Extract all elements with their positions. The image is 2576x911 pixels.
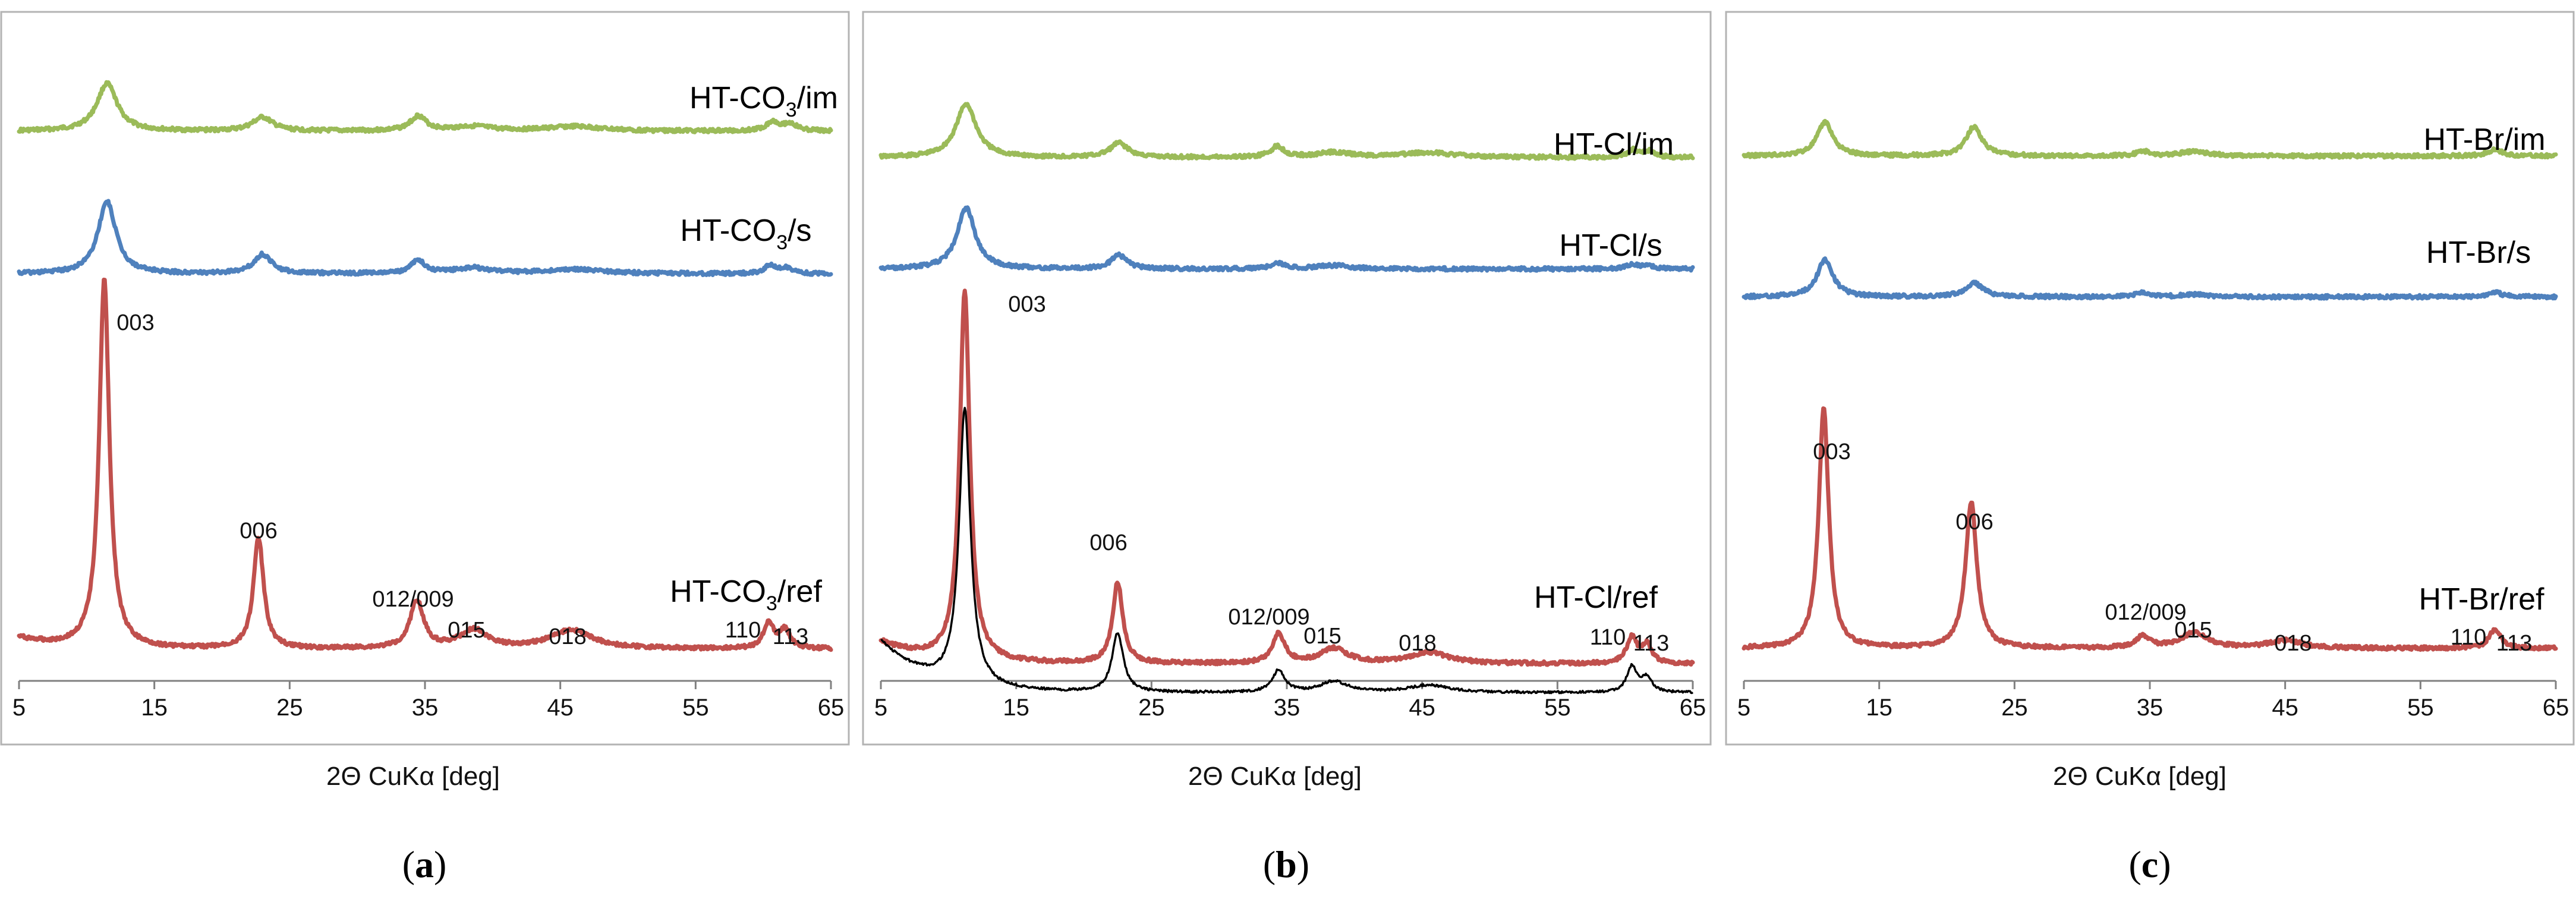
panel-b-peak-110: 110: [1590, 625, 1626, 650]
panel-a-trace-ht-co3-ref: [17, 277, 833, 652]
panel-c-x-tick-label: 55: [2407, 695, 2434, 721]
panel-b-caption: (b): [1263, 843, 1309, 885]
panel-a-series-label-im: HT-CO3/im: [689, 81, 838, 121]
panel-a-trace-ht-co3-s: [17, 199, 833, 277]
panel-b-x-tick-label: 65: [1680, 695, 1706, 721]
panel-b-peak-012-009: 012/009: [1228, 605, 1309, 630]
panel-b-x-tick-label: 5: [874, 695, 887, 721]
panel-a-peak-003: 003: [116, 310, 154, 335]
panel-a-x-tick-label: 35: [412, 695, 439, 721]
panel-c-frame: [1725, 11, 2575, 746]
panel-b-xlabel: 2Θ CuKα [deg]: [1188, 762, 1362, 791]
panel-c-trace-ht-br-s: [1742, 256, 2558, 301]
panel-b-x-tick-label: 15: [1003, 695, 1029, 721]
panel-a-trace-ht-co3-im: [17, 80, 833, 134]
panel-c-series-label-s: HT-Br/s: [2426, 235, 2531, 270]
panel-b-series-label-ref: HT-Cl/ref: [1534, 580, 1658, 615]
panel-a-series-label-s: HT-CO3/s: [680, 213, 811, 254]
panel-c-caption: (c): [2128, 843, 2171, 885]
panel-a-x-tick-label: 5: [12, 695, 26, 721]
panel-b-trace-reference-black-: [880, 407, 1694, 695]
panel-c-x-tick-label: 45: [2272, 695, 2298, 721]
panel-a-peak-006: 006: [240, 519, 277, 544]
panel-b-x-tick-label: 55: [1544, 695, 1571, 721]
panel-a-peak-110: 110: [725, 618, 761, 643]
panel-c-x-tick-label: 65: [2543, 695, 2569, 721]
panel-c-peak-006: 006: [1955, 510, 1993, 535]
panel-c-peak-110: 110: [2451, 625, 2487, 650]
panel-a-x-tick-label: 45: [547, 695, 574, 721]
panel-c-xlabel: 2Θ CuKα [deg]: [2053, 762, 2227, 791]
panel-b-series-label-im: HT-Cl/im: [1554, 127, 1674, 162]
panel-a-x-tick-label: 15: [141, 695, 168, 721]
panel-b-peak-015: 015: [1303, 624, 1341, 649]
panel-c-trace-ht-br-ref: [1742, 406, 2558, 652]
panel-b-peak-018: 018: [1399, 631, 1436, 656]
panel-b-x-tick-label: 35: [1274, 695, 1300, 721]
panel-c-series-label-ref: HT-Br/ref: [2419, 582, 2544, 617]
panel-c-x-tick-label: 35: [2137, 695, 2164, 721]
panel-c-x-tick-label: 25: [2001, 695, 2028, 721]
panel-c-series-label-im: HT-Br/im: [2423, 122, 2545, 157]
panel-b-peak-113: 113: [1633, 631, 1670, 656]
panel-b-x-tick-label: 45: [1409, 695, 1435, 721]
panel-a-peak-113: 113: [773, 624, 809, 649]
panel-a-xlabel: 2Θ CuKα [deg]: [326, 762, 500, 791]
panel-c-peak-018: 018: [2274, 631, 2312, 656]
panel-b-x-tick-label: 25: [1138, 695, 1165, 721]
panel-a-peak-012-009: 012/009: [372, 587, 454, 612]
panel-b-trace-ht-cl-im: [878, 102, 1695, 161]
panel-b-frame: [862, 11, 1712, 746]
panel-a-frame: [0, 11, 850, 746]
panel-c: 5 15 25 35 45 55 65: [1737, 118, 2569, 721]
panel-c-peak-015: 015: [2174, 618, 2212, 643]
panel-b-trace-ht-cl-s: [878, 205, 1695, 273]
panel-a-x-tick-label: 25: [276, 695, 303, 721]
panel-a-peak-018: 018: [549, 624, 586, 649]
panel-a: 5 15 25 35 45 55 65: [12, 80, 845, 721]
panel-c-peak-012-009: 012/009: [2105, 600, 2186, 625]
panel-c-x-tick-label: 15: [1866, 695, 1892, 721]
panel-a-x-tick-label: 55: [682, 695, 709, 721]
panel-b-peak-006: 006: [1089, 530, 1127, 555]
panel-c-peak-003: 003: [1813, 439, 1850, 464]
panel-a-caption: (a): [402, 843, 447, 885]
panel-b-trace-ht-cl-ref: [878, 288, 1695, 667]
panel-b: 5 15 25 35 45 55 65: [874, 102, 1706, 721]
panel-c-peak-113: 113: [2496, 631, 2533, 656]
panel-a-series-label-ref: HT-CO3/ref: [670, 574, 822, 615]
panel-a-peak-015: 015: [448, 618, 485, 643]
panel-b-peak-003: 003: [1008, 292, 1045, 317]
panel-c-x-tick-label: 5: [1737, 695, 1750, 721]
panel-b-series-label-s: HT-Cl/s: [1559, 228, 1662, 263]
panel-c-trace-ht-br-im: [1742, 118, 2558, 160]
panel-a-x-tick-label: 65: [818, 695, 845, 721]
